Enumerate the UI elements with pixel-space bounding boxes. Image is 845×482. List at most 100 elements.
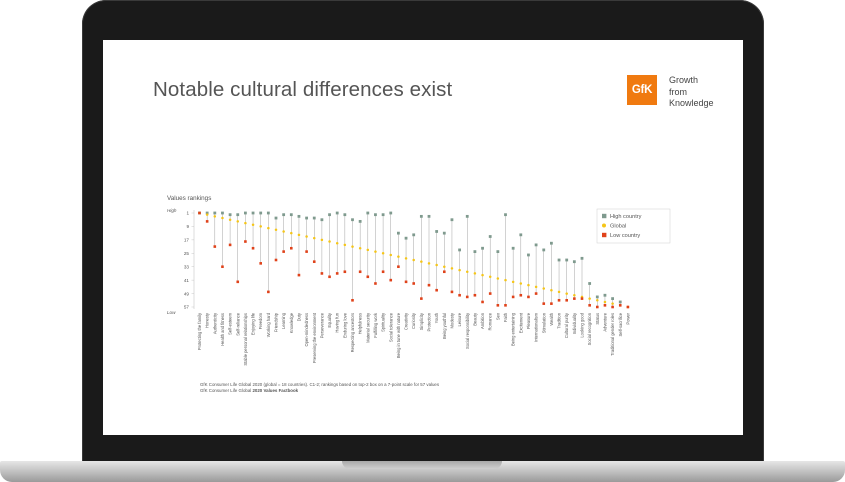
logo-tagline-line3: Knowledge [669, 98, 714, 108]
x-tick-label: Friendship [274, 312, 279, 332]
legend-high-country-swatch [602, 213, 607, 219]
global-marker [213, 215, 217, 218]
low-country-marker [328, 275, 331, 279]
low-country-marker [305, 250, 308, 253]
x-tick-label: Spirituality [381, 312, 386, 332]
chart-title: Values rankings [167, 195, 211, 202]
x-tick-label: Open-mindedness [304, 313, 309, 346]
low-country-marker [205, 220, 209, 223]
global-marker [274, 228, 278, 232]
global-marker [205, 213, 209, 216]
global-marker [573, 294, 576, 297]
low-country-marker [458, 293, 461, 297]
high-country-marker [274, 216, 278, 220]
x-tick-label: Ambition [480, 312, 485, 329]
low-country-marker [282, 250, 285, 253]
low-country-marker [420, 297, 423, 300]
global-marker [519, 282, 523, 285]
global-marker [603, 300, 607, 304]
low-country-marker [381, 270, 385, 274]
global-marker [343, 243, 347, 247]
high-country-marker [465, 214, 469, 218]
global-marker [443, 265, 446, 268]
global-marker [596, 299, 599, 302]
global-marker [450, 267, 454, 270]
x-tick-label: Helpfulness [358, 313, 363, 334]
high-country-marker [595, 295, 599, 299]
low-country-marker [312, 260, 316, 263]
x-tick-label: Respecting ancestors [350, 313, 355, 352]
x-tick-label: Learning [281, 312, 286, 329]
x-tick-label: Traditional gender roles [610, 313, 615, 356]
high-country-marker [588, 282, 592, 285]
global-marker [511, 280, 515, 284]
global-marker [374, 250, 377, 253]
global-marker [527, 283, 530, 287]
global-marker [550, 288, 553, 292]
low-country-marker [351, 298, 354, 302]
high-country-marker [481, 246, 484, 250]
high-country-marker [381, 213, 385, 217]
x-tick-label: Simplicity [419, 312, 424, 330]
x-tick-label: Modesty [449, 312, 454, 328]
high-country-marker [527, 253, 530, 257]
values-rankings-chart: Values rankings High Low 1 9 17 25 33 41 49 57 Prot… [167, 195, 671, 366]
high-country-marker [228, 213, 232, 217]
x-tick-label: Duty [296, 312, 301, 321]
low-country-marker [542, 302, 546, 305]
high-country-marker [603, 293, 607, 297]
high-country-marker [473, 250, 477, 254]
high-country-marker [244, 211, 247, 215]
low-country-marker [221, 265, 224, 269]
global-marker [504, 278, 507, 282]
high-country-marker [397, 231, 400, 235]
low-country-marker [412, 282, 415, 285]
high-country-marker [305, 216, 308, 220]
x-tick-label: Leisure [457, 312, 462, 326]
high-country-marker [504, 213, 507, 217]
gfk-logo-tagline: Growth from Knowledge [669, 75, 714, 110]
x-tick-label: Working hard [266, 312, 271, 337]
low-country-marker [588, 304, 591, 307]
global-marker [228, 218, 232, 221]
x-tick-label: Status [595, 313, 600, 325]
high-country-marker [496, 250, 500, 254]
y-tick-label: 57 [184, 305, 190, 310]
x-tick-label: Youth [434, 312, 439, 323]
x-tick-label: Wealth [549, 312, 554, 325]
high-country-marker [213, 211, 217, 215]
low-country-marker [557, 298, 561, 302]
x-tick-label: Social tolerance [388, 312, 393, 342]
low-country-marker [389, 278, 393, 282]
x-tick-label: Romance [488, 312, 493, 330]
low-country-marker [251, 246, 255, 250]
high-country-marker [442, 231, 446, 235]
legend-low-country-swatch [602, 232, 607, 238]
high-country-marker [450, 218, 454, 222]
high-country-marker [366, 211, 370, 215]
x-tick-label: Freedom [258, 312, 263, 329]
high-country-marker [435, 230, 439, 233]
high-country-marker [320, 218, 324, 222]
low-country-marker [511, 295, 515, 299]
x-tick-label: Looking good [580, 312, 585, 337]
global-marker [565, 292, 568, 295]
x-tick-label: Self-sacrifice [618, 312, 623, 336]
x-tick-label: Individuality [572, 312, 577, 334]
low-country-marker [465, 295, 469, 299]
high-country-marker [343, 213, 347, 217]
gfk-logo: GfK Growth from Knowledge [627, 75, 714, 110]
y-tick-label: 25 [184, 251, 190, 256]
high-country-marker [572, 260, 576, 264]
x-tick-label: Creativity [404, 312, 409, 330]
high-country-marker [282, 213, 286, 217]
global-marker [290, 231, 293, 235]
x-tick-label: Being in tune with nature [396, 312, 401, 358]
low-country-marker [450, 290, 454, 294]
x-tick-label: Social recognition [587, 312, 592, 345]
low-country-marker [603, 304, 607, 307]
global-marker [412, 258, 415, 262]
y-tick-label: 41 [184, 278, 190, 283]
x-tick-label: Stable personal relationships [243, 313, 248, 366]
global-marker [351, 245, 354, 248]
